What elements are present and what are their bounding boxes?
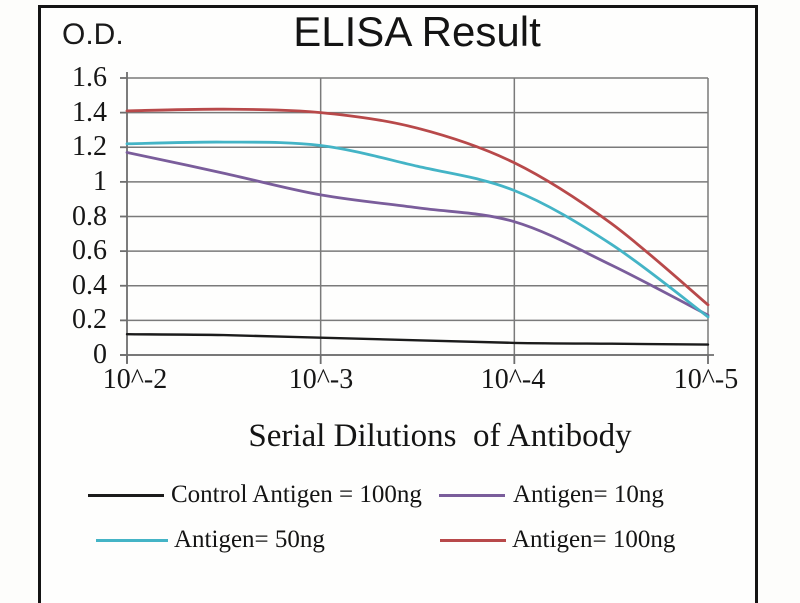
- x-tick-label: 10^-4: [480, 364, 546, 395]
- y-tick-label: 1.6: [72, 62, 107, 93]
- legend-swatch-control-antigen: [88, 494, 164, 497]
- x-tick-label: 10^-5: [673, 364, 739, 395]
- y-tick-label: 0.2: [72, 304, 107, 336]
- legend-swatch-antigen-50ng: [96, 539, 168, 542]
- y-tick-label: 0.6: [72, 235, 107, 267]
- legend-label-antigen-50ng: Antigen= 50ng: [174, 526, 325, 553]
- series-curve-0: [125, 333, 710, 346]
- y-tick-label: 1.2: [72, 131, 107, 163]
- y-tick-label: 0.4: [72, 269, 107, 301]
- legend-label-control-antigen: Control Antigen = 100ng: [171, 481, 422, 508]
- legend-label-antigen-10ng: Antigen= 10ng: [513, 481, 664, 508]
- y-tick-label: 0.8: [72, 200, 107, 232]
- series-curve-2: [125, 140, 710, 319]
- y-tick-label: 0: [93, 339, 107, 370]
- x-axis-title: Serial Dilutions of Antibody: [248, 418, 632, 454]
- legend-swatch-antigen-100ng: [440, 539, 506, 542]
- y-axis-unit-label: O.D.: [62, 18, 124, 51]
- legend-swatch-antigen-10ng: [439, 494, 505, 497]
- x-tick-label: 10^-2: [102, 364, 168, 395]
- x-tick-label: 10^-3: [288, 364, 354, 395]
- series-curve-3: [125, 107, 710, 307]
- legend-label-antigen-100ng: Antigen= 100ng: [512, 526, 676, 553]
- y-tick-label: 1.4: [72, 96, 107, 128]
- series-curve-1: [125, 151, 710, 317]
- chart-frame: [38, 5, 758, 603]
- y-tick-label: 1: [93, 165, 107, 197]
- chart-title: ELISA Result: [293, 8, 541, 55]
